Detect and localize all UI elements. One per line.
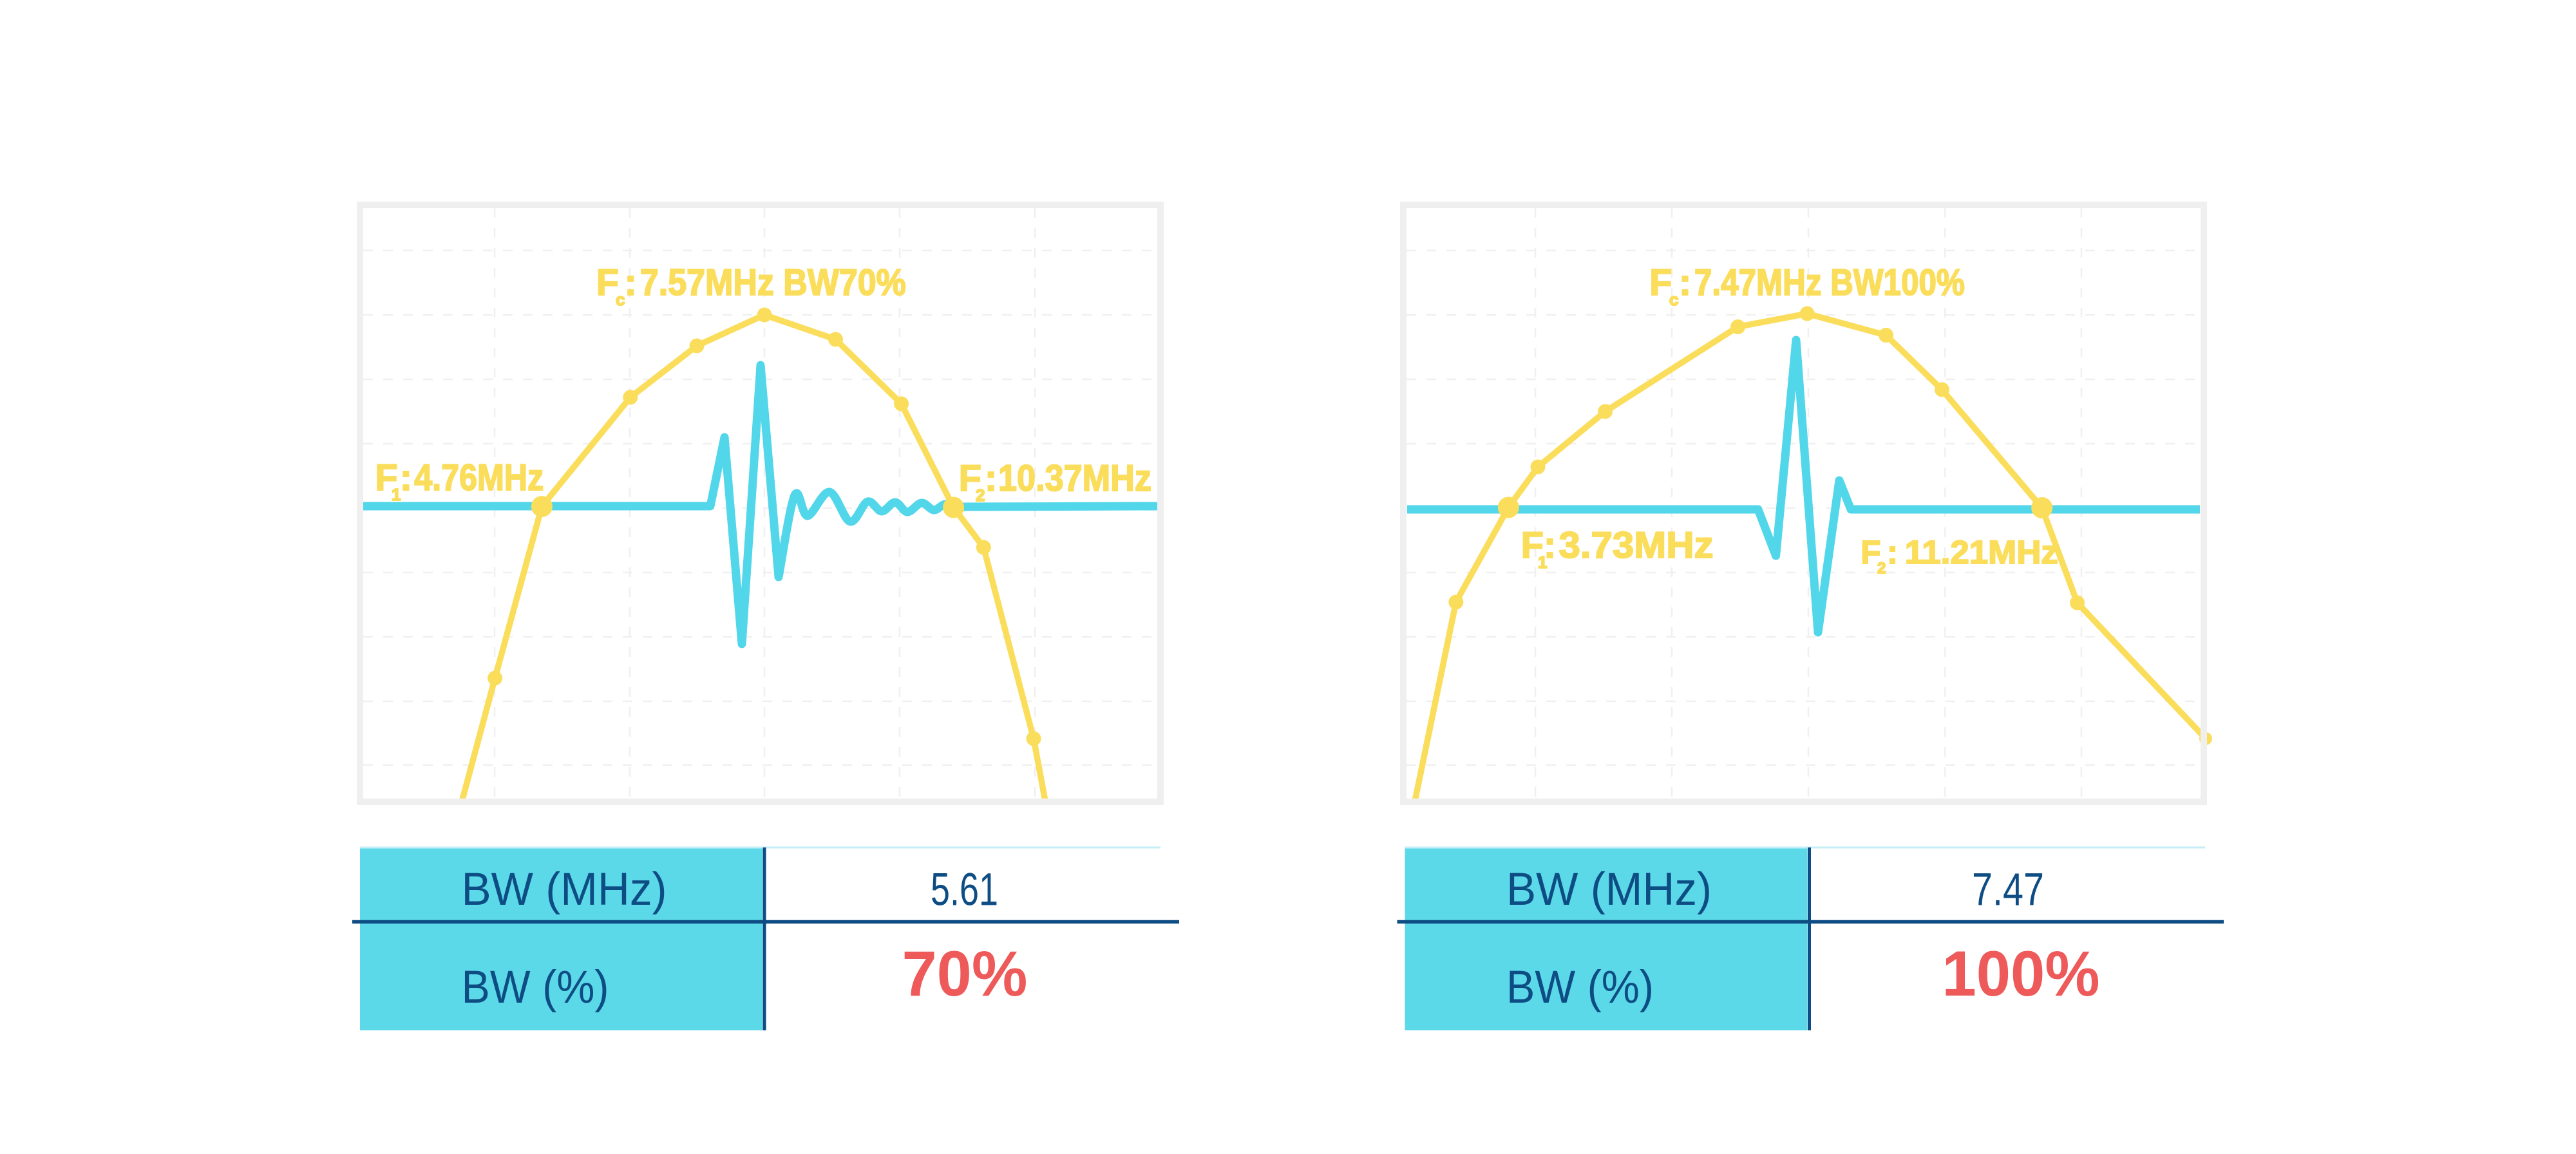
svg-text:1: 1	[1538, 553, 1547, 572]
svg-text:BW (%): BW (%)	[462, 962, 609, 1013]
svg-text:2: 2	[976, 486, 985, 505]
svg-text:11.21MHz: 11.21MHz	[1905, 534, 2058, 571]
svg-text::: :	[1544, 525, 1556, 566]
svg-text:F: F	[1861, 534, 1880, 571]
svg-text:c: c	[1669, 290, 1678, 309]
svg-text:F: F	[959, 458, 981, 499]
svg-text::: :	[1679, 262, 1691, 303]
svg-text::: :	[1887, 534, 1898, 571]
svg-text:7.47: 7.47	[1972, 865, 2044, 916]
svg-text:5.61: 5.61	[931, 865, 998, 916]
svg-text:100%: 100%	[1942, 938, 2100, 1009]
svg-text::: :	[400, 457, 412, 498]
svg-text:F: F	[1649, 262, 1672, 303]
svg-text:3.73MHz: 3.73MHz	[1559, 525, 1714, 566]
svg-text:F: F	[596, 262, 619, 303]
svg-text:2: 2	[1877, 560, 1886, 577]
svg-text::: :	[985, 458, 997, 499]
svg-text:c: c	[616, 290, 625, 309]
svg-text:70%: 70%	[902, 938, 1028, 1009]
svg-text:F: F	[375, 457, 397, 498]
svg-text:10.37MHz: 10.37MHz	[998, 458, 1151, 499]
svg-text::: :	[625, 262, 637, 303]
svg-text:BW (MHz): BW (MHz)	[462, 864, 667, 915]
svg-text:BW (MHz): BW (MHz)	[1506, 864, 1712, 915]
svg-text:4.76MHz: 4.76MHz	[414, 457, 544, 498]
svg-text:1: 1	[392, 485, 401, 504]
svg-text:BW (%): BW (%)	[1506, 962, 1654, 1013]
svg-text:F: F	[1521, 525, 1544, 566]
svg-text:7.57MHz BW70%: 7.57MHz BW70%	[640, 262, 906, 303]
svg-text:7.47MHz BW100%: 7.47MHz BW100%	[1694, 262, 1965, 303]
